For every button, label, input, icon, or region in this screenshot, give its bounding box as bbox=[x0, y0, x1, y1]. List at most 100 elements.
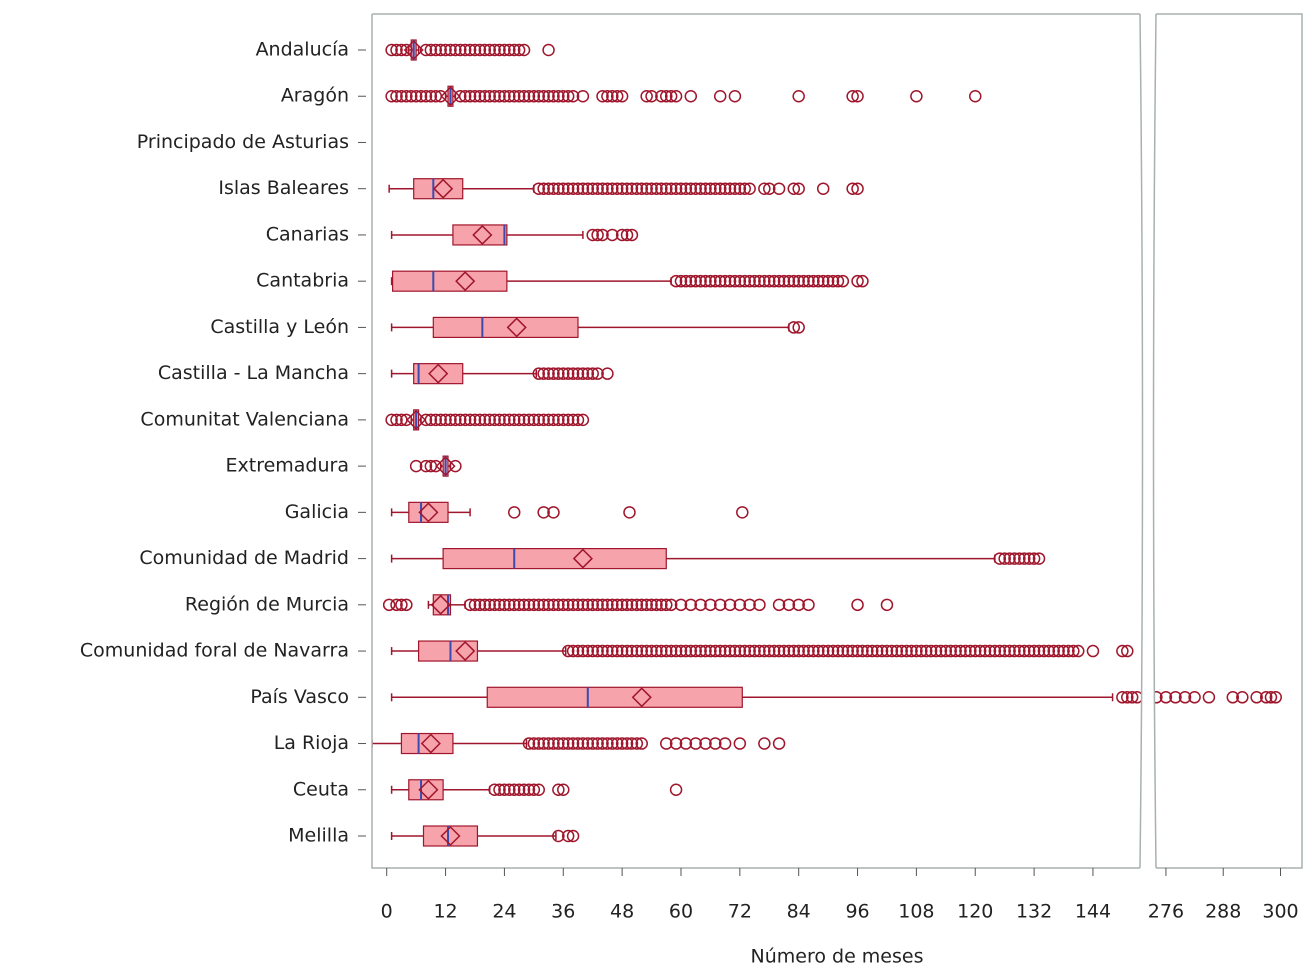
mean-marker bbox=[572, 548, 593, 569]
outlier bbox=[802, 274, 815, 288]
outlier bbox=[571, 644, 585, 658]
outlier bbox=[684, 89, 698, 103]
mean-marker bbox=[406, 409, 427, 430]
outlier bbox=[576, 413, 590, 427]
mean-marker bbox=[430, 594, 451, 615]
outlier bbox=[993, 644, 1007, 658]
outlier bbox=[419, 43, 433, 57]
category-label: Galicia bbox=[285, 501, 349, 523]
outlier bbox=[816, 182, 830, 195]
outlier bbox=[512, 413, 526, 427]
category-label: Ceuta bbox=[293, 778, 349, 800]
outlier bbox=[1067, 644, 1080, 658]
outlier bbox=[571, 598, 585, 612]
outlier bbox=[620, 228, 634, 242]
mean-marker bbox=[428, 363, 449, 384]
outlier bbox=[566, 644, 580, 658]
outlier bbox=[1259, 691, 1273, 704]
outlier bbox=[674, 274, 688, 288]
mean-marker bbox=[455, 640, 476, 662]
outlier bbox=[679, 644, 693, 658]
outlier bbox=[566, 89, 580, 103]
outlier bbox=[684, 598, 698, 612]
outlier bbox=[1008, 644, 1021, 658]
outlier bbox=[606, 598, 619, 612]
x-tick-label: 144 bbox=[1075, 901, 1111, 923]
outlier bbox=[488, 413, 501, 427]
outlier bbox=[1250, 691, 1263, 704]
outlier bbox=[615, 598, 629, 612]
outlier bbox=[664, 89, 678, 103]
outlier bbox=[561, 598, 575, 612]
outlier bbox=[704, 644, 717, 658]
outlier bbox=[429, 459, 443, 473]
outlier bbox=[964, 644, 977, 658]
outlier bbox=[797, 274, 810, 288]
outlier bbox=[561, 413, 575, 427]
outlier bbox=[591, 228, 604, 242]
x-tick-label: 72 bbox=[728, 901, 752, 923]
outlier bbox=[395, 89, 408, 103]
outlier bbox=[561, 644, 575, 658]
outlier bbox=[856, 274, 869, 288]
outlier bbox=[1062, 644, 1075, 658]
outlier bbox=[458, 413, 472, 427]
outlier bbox=[615, 228, 629, 242]
outlier bbox=[782, 274, 796, 288]
outlier bbox=[851, 182, 864, 195]
mean-marker bbox=[631, 687, 652, 708]
outlier bbox=[1022, 644, 1036, 658]
outlier bbox=[547, 89, 560, 103]
outlier bbox=[733, 274, 747, 288]
outlier bbox=[684, 274, 698, 288]
outlier bbox=[763, 274, 776, 288]
outlier bbox=[385, 43, 398, 57]
outlier bbox=[557, 367, 570, 380]
category-label: Extremadura bbox=[226, 455, 350, 477]
outlier bbox=[532, 413, 546, 427]
outlier bbox=[620, 644, 634, 658]
outlier bbox=[728, 182, 742, 195]
outlier bbox=[395, 598, 408, 612]
outlier bbox=[547, 737, 560, 750]
outlier bbox=[635, 737, 648, 750]
outlier bbox=[640, 644, 653, 658]
outlier bbox=[468, 89, 482, 103]
outlier bbox=[493, 89, 506, 103]
outlier bbox=[395, 43, 408, 57]
outlier bbox=[498, 783, 511, 797]
outlier bbox=[763, 644, 776, 658]
outlier bbox=[610, 89, 624, 103]
outlier bbox=[507, 43, 521, 57]
outlier bbox=[704, 598, 717, 612]
outlier bbox=[390, 598, 403, 612]
outlier bbox=[758, 737, 771, 750]
outlier bbox=[498, 598, 511, 612]
outlier bbox=[586, 737, 599, 750]
panel-frame bbox=[371, 13, 1144, 869]
outlier bbox=[645, 89, 658, 103]
box bbox=[413, 363, 464, 385]
outlier bbox=[566, 737, 580, 750]
outlier bbox=[777, 644, 791, 658]
outlier bbox=[861, 644, 874, 658]
outlier bbox=[851, 89, 864, 103]
outlier bbox=[1032, 552, 1046, 565]
mean-marker bbox=[472, 224, 493, 246]
outlier bbox=[615, 644, 629, 658]
outlier bbox=[1116, 644, 1129, 658]
outlier bbox=[689, 737, 702, 750]
outlier bbox=[851, 274, 864, 288]
outlier bbox=[434, 413, 447, 427]
outlier bbox=[851, 644, 864, 658]
outlier bbox=[601, 182, 614, 195]
x-tick-label: 300 bbox=[1262, 901, 1298, 923]
outlier bbox=[973, 644, 987, 658]
outlier bbox=[939, 644, 953, 658]
outlier bbox=[576, 367, 590, 380]
outlier bbox=[645, 182, 658, 195]
outlier bbox=[635, 182, 648, 195]
outlier bbox=[610, 737, 624, 750]
outlier bbox=[498, 89, 511, 103]
outlier bbox=[743, 182, 756, 195]
